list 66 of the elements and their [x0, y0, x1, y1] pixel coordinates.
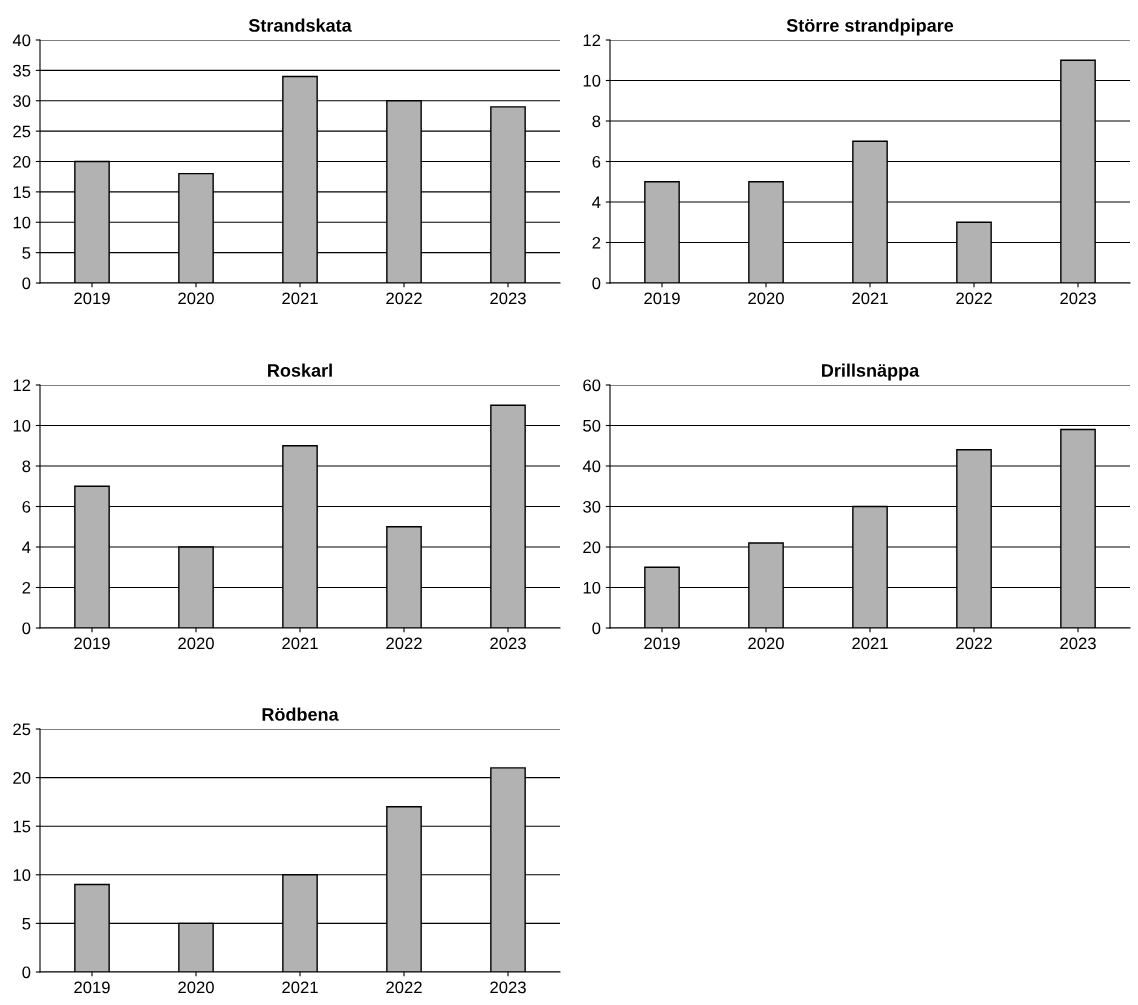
- y-tick-label: 8: [592, 115, 601, 128]
- chart-title: Drillsnäppa: [822, 363, 920, 381]
- chart-title: Större strandpipare: [786, 18, 954, 36]
- x-tick-label: 2020: [748, 637, 784, 650]
- x-tick-label: 2021: [852, 637, 888, 650]
- y-tick-label: 10: [13, 419, 31, 432]
- x-tick-label: 2019: [74, 637, 110, 650]
- y-tick-label: 35: [13, 64, 31, 77]
- x-tick-label: 2022: [386, 981, 422, 994]
- y-tick-label: 40: [12, 34, 31, 47]
- x-tick-label: 2023: [490, 637, 526, 650]
- y-tick-label: 20: [583, 541, 601, 554]
- y-tick-label: 5: [22, 917, 31, 930]
- y-tick-label: 4: [592, 196, 601, 209]
- chart-title: Rödbena: [262, 707, 339, 721]
- y-tick-label: 4: [22, 541, 31, 554]
- y-tick-label: 0: [22, 277, 31, 290]
- x-tick-label: 2019: [74, 292, 110, 305]
- x-tick-label: 2020: [178, 637, 214, 650]
- y-tick-label: 10: [583, 74, 601, 87]
- x-tick-label: 2023: [1060, 637, 1096, 650]
- y-tick-label: 0: [22, 966, 31, 979]
- x-tick-label: 2021: [852, 292, 888, 305]
- y-tick-label: 25: [13, 723, 31, 736]
- chart-title: Roskarl: [268, 363, 332, 377]
- y-tick-label: 2: [592, 236, 601, 249]
- x-tick-label: 2020: [178, 981, 214, 994]
- y-tick-label: 50: [583, 419, 601, 432]
- chart-title: Strandskata: [248, 18, 352, 32]
- y-tick-label: 30: [583, 500, 601, 513]
- x-tick-label: 2022: [956, 637, 992, 650]
- x-tick-label: 2022: [956, 292, 992, 305]
- y-tick-label: 25: [13, 125, 31, 138]
- y-tick-label: 20: [13, 772, 31, 784]
- y-tick-label: 10: [583, 581, 601, 594]
- x-tick-label: 2019: [644, 637, 680, 650]
- x-tick-label: 2021: [282, 981, 318, 994]
- x-tick-label: 2023: [1060, 292, 1096, 305]
- y-tick-label: 10: [13, 869, 31, 881]
- y-tick-label: 0: [592, 622, 601, 635]
- x-tick-label: 2019: [644, 292, 680, 305]
- y-tick-label: 12: [13, 379, 31, 392]
- y-tick-label: 5: [22, 247, 31, 259]
- y-tick-label: 12: [583, 34, 601, 47]
- y-tick-label: 60: [583, 379, 601, 392]
- x-tick-label: 2019: [74, 981, 110, 994]
- x-tick-label: 2020: [748, 292, 784, 305]
- y-tick-label: 8: [22, 460, 31, 473]
- x-tick-label: 2023: [490, 981, 526, 994]
- x-tick-label: 2022: [386, 637, 422, 650]
- y-tick-label: 20: [13, 155, 31, 168]
- y-tick-label: 40: [582, 460, 601, 473]
- y-tick-label: 6: [592, 155, 601, 168]
- y-tick-label: 10: [13, 216, 31, 229]
- y-tick-label: 0: [592, 277, 601, 290]
- x-tick-label: 2023: [490, 292, 526, 305]
- x-tick-label: 2022: [386, 292, 422, 305]
- y-tick-label: 15: [13, 820, 31, 833]
- x-tick-label: 2021: [282, 292, 318, 305]
- x-tick-label: 2021: [282, 637, 318, 650]
- y-tick-label: 30: [13, 95, 31, 107]
- x-tick-label: 2020: [178, 292, 214, 305]
- y-tick-label: 2: [22, 581, 31, 594]
- y-tick-label: 0: [22, 622, 31, 635]
- y-tick-label: 6: [22, 500, 31, 513]
- y-tick-label: 15: [13, 186, 31, 199]
